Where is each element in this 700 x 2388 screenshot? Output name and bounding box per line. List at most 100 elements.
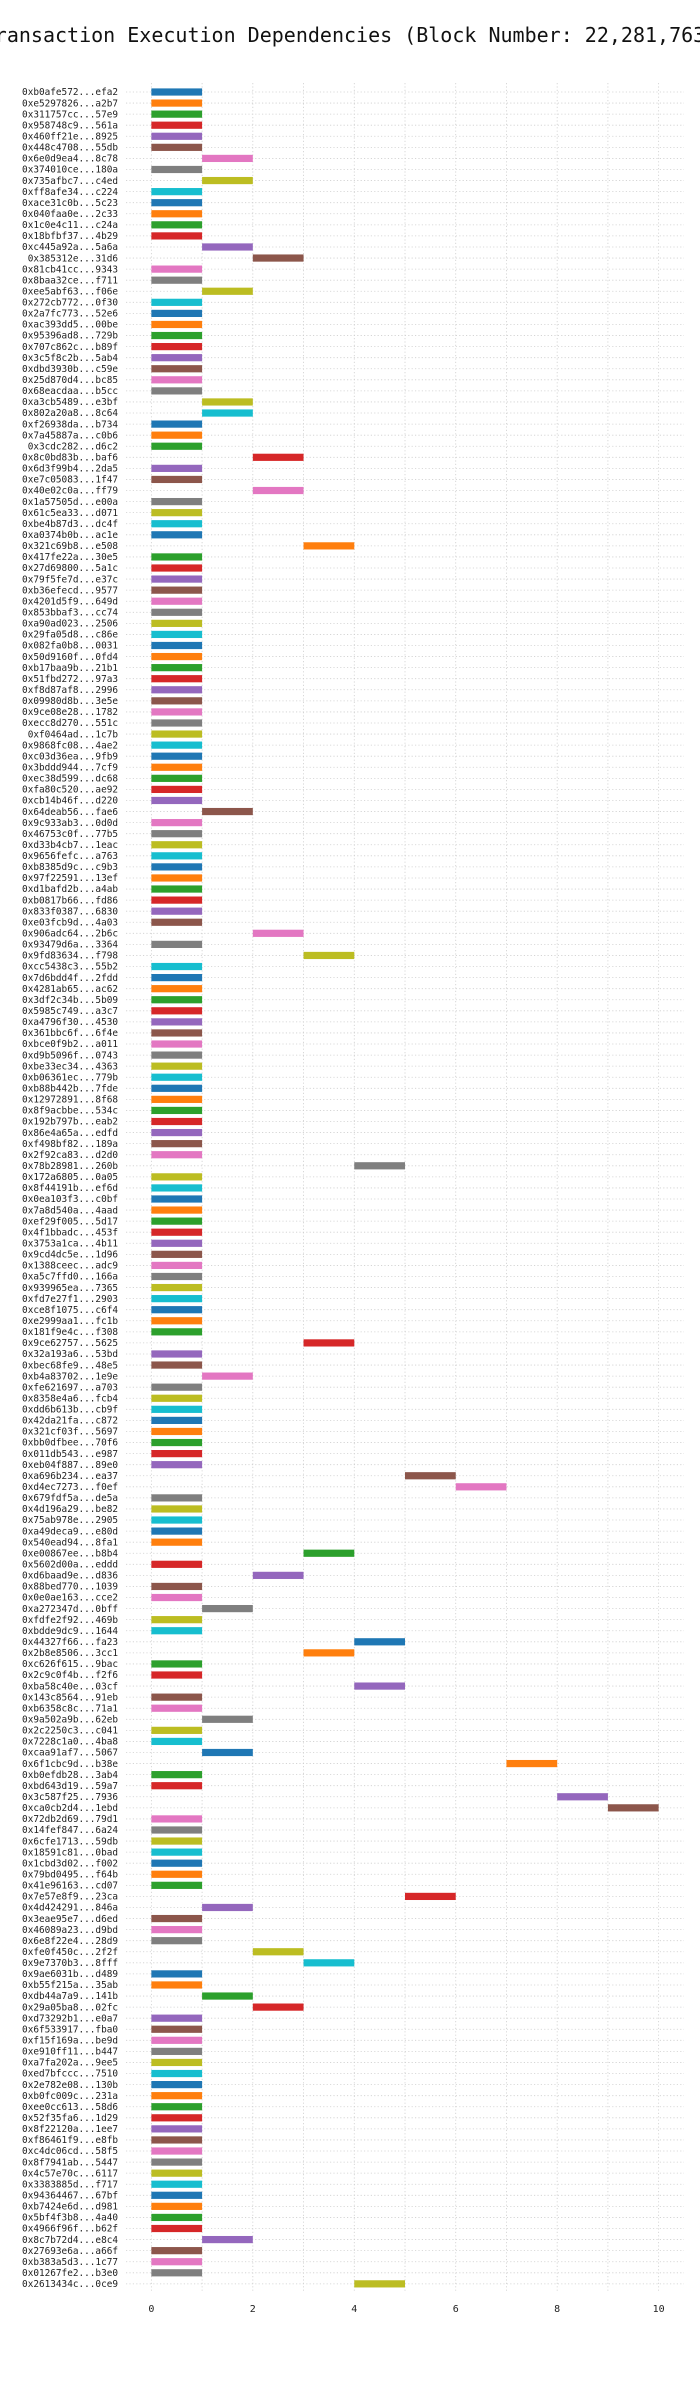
- transaction-label: 0x853bbaf3...cc74: [22, 607, 118, 618]
- transaction-bar: [151, 1937, 203, 1945]
- transaction-label: 0x0ea103f3...c0bf: [22, 1194, 118, 1205]
- transaction-bar: [151, 2025, 203, 2033]
- transaction-label: 0xb7424e6d...d981: [22, 2202, 118, 2213]
- transaction-label: 0xb6358c8c...71a1: [22, 1703, 118, 1714]
- transaction-bar: [151, 1593, 203, 1602]
- transaction-bar: [354, 1162, 405, 1170]
- transaction-bar: [151, 774, 203, 782]
- transaction-bar: [151, 1926, 203, 1934]
- transaction-label: 0x361bbc6f...6f4e: [22, 1028, 118, 1039]
- transaction-label: 0xbdde9dc9...1644: [22, 1626, 118, 1637]
- transaction-label: 0x27d69800...5a1c: [22, 563, 118, 574]
- transaction-label: 0x143c8564...91eb: [22, 1692, 118, 1703]
- transaction-bar: [252, 2003, 304, 2011]
- transaction-label: 0xd4ec7273...f0ef: [22, 1482, 118, 1493]
- transaction-label: 0x8f7941ab...5447: [22, 2157, 118, 2168]
- transaction-bar: [151, 464, 203, 472]
- transaction-bar: [151, 1516, 203, 1524]
- transaction-bar: [151, 1627, 203, 1635]
- transaction-label: 0x679fdf5a...de5a: [22, 1493, 118, 1504]
- transaction-bar: [151, 1837, 203, 1845]
- transaction-bar: [151, 110, 203, 118]
- transaction-bar: [151, 597, 203, 605]
- transaction-bar: [151, 1261, 203, 1270]
- transaction-bar: [151, 1128, 203, 1137]
- transaction-bar: [151, 2202, 203, 2210]
- transaction-label: 0x9a502a9b...62eb: [22, 1714, 118, 1725]
- transaction-bar: [151, 1782, 203, 1790]
- x-tick-label: 4: [351, 2304, 357, 2315]
- transaction-bar: [151, 1527, 203, 1535]
- transaction-bar: [151, 2269, 203, 2277]
- transaction-bar: [151, 387, 203, 395]
- transaction-bar: [151, 1815, 203, 1823]
- transaction-bar: [151, 907, 203, 915]
- transaction-label: 0xb8385d9c...c9b3: [22, 862, 118, 873]
- transaction-label: 0x8c7b72d4...e8c4: [22, 2235, 118, 2246]
- transaction-label: 0xe5297826...a2b7: [22, 98, 118, 109]
- transaction-label: 0x5bf4f3b8...4a40: [22, 2213, 118, 2224]
- transaction-label: 0xfe0f450c...2f2f: [22, 1947, 118, 1958]
- transaction-label: 0x29fa05d8...c86e: [22, 630, 118, 641]
- transaction-label: 0x2f92ca83...d2d0: [22, 1150, 118, 1161]
- transaction-bar: [151, 2224, 203, 2233]
- transaction-label: 0x9cd4dc5e...1d96: [22, 1250, 118, 1261]
- transaction-bar: [151, 996, 203, 1004]
- transaction-bar: [151, 2158, 203, 2166]
- transaction-label: 0x833f0387...6830: [22, 906, 118, 917]
- transaction-bar: [202, 154, 253, 163]
- transaction-bar: [151, 752, 203, 760]
- transaction-label: 0x8358e4a6...fcb4: [22, 1393, 118, 1404]
- transaction-label: 0xa4796f30...4530: [22, 1017, 118, 1028]
- transaction-label: 0xecc8d270...551c: [22, 718, 118, 729]
- transaction-bar: [151, 974, 203, 982]
- transaction-bar: [202, 176, 253, 185]
- transaction-label: 0x4c57e70c...6117: [22, 2168, 118, 2179]
- transaction-bar: [303, 951, 355, 960]
- transaction-label: 0xa5c7ffd0...166a: [22, 1272, 118, 1283]
- transaction-label: 0x68eacdaa...b5cc: [22, 386, 118, 397]
- transaction-label: 0x3cdc282...d6c2: [28, 441, 118, 452]
- transaction-bar: [151, 497, 203, 506]
- transaction-label: 0xa7fa202a...9ee5: [22, 2058, 118, 2069]
- transaction-bar: [151, 132, 203, 140]
- transaction-label: 0x4201d5f9...649d: [22, 596, 118, 607]
- transaction-label: 0x93479d6a...3364: [22, 940, 118, 951]
- transaction-bar: [151, 785, 203, 794]
- transaction-label: 0x9ce08e28...1782: [22, 707, 118, 718]
- transaction-bar: [202, 1715, 253, 1723]
- transaction-label: 0x8f9acbbe...534c: [22, 1106, 118, 1117]
- transaction-bar: [303, 1549, 355, 1557]
- transaction-bar: [151, 1383, 203, 1391]
- transaction-label: 0x802a20a8...8c64: [22, 408, 118, 419]
- transaction-bar: [151, 1826, 203, 1834]
- transaction-bar: [151, 2036, 203, 2044]
- transaction-bar: [151, 2058, 203, 2067]
- transaction-bar: [151, 1051, 203, 1059]
- transaction-label: 0xe2999aa1...fc1b: [22, 1316, 118, 1327]
- transaction-bar: [151, 1029, 203, 1037]
- transaction-bar: [151, 1461, 203, 1469]
- transaction-label: 0xd73292b1...e0a7: [22, 2013, 118, 2024]
- transaction-bar: [151, 320, 203, 329]
- transaction-bar: [202, 1604, 253, 1613]
- transaction-label: 0x6f1cbc9d...b38e: [22, 1759, 118, 1770]
- transaction-label: 0x9ae6031b...d489: [22, 1969, 118, 1980]
- transaction-label: 0xa90ad023...2506: [22, 619, 118, 630]
- transaction-label: 0x94364467...67bf: [22, 2191, 118, 2202]
- transaction-bar: [151, 708, 203, 716]
- transaction-bar: [151, 885, 203, 893]
- transaction-label: 0xa0374b0b...ac1e: [22, 530, 118, 541]
- transaction-label: 0x707c862c...b89f: [22, 342, 118, 353]
- transaction-bar: [151, 199, 203, 207]
- transaction-bar: [151, 2081, 203, 2089]
- transaction-bar: [151, 1693, 203, 1701]
- transaction-label: 0x181f9e4c...f308: [22, 1327, 118, 1338]
- transaction-label: 0x011db543...e987: [22, 1449, 118, 1460]
- transaction-bar: [151, 1560, 203, 1568]
- transaction-bar: [151, 830, 203, 838]
- transaction-label: 0x8c0bd83b...baf6: [22, 453, 118, 464]
- transaction-label: 0x86e4a65a...edfd: [22, 1128, 118, 1139]
- transaction-bar: [151, 1848, 203, 1856]
- transaction-label: 0x2e782e08...130b: [22, 2080, 118, 2091]
